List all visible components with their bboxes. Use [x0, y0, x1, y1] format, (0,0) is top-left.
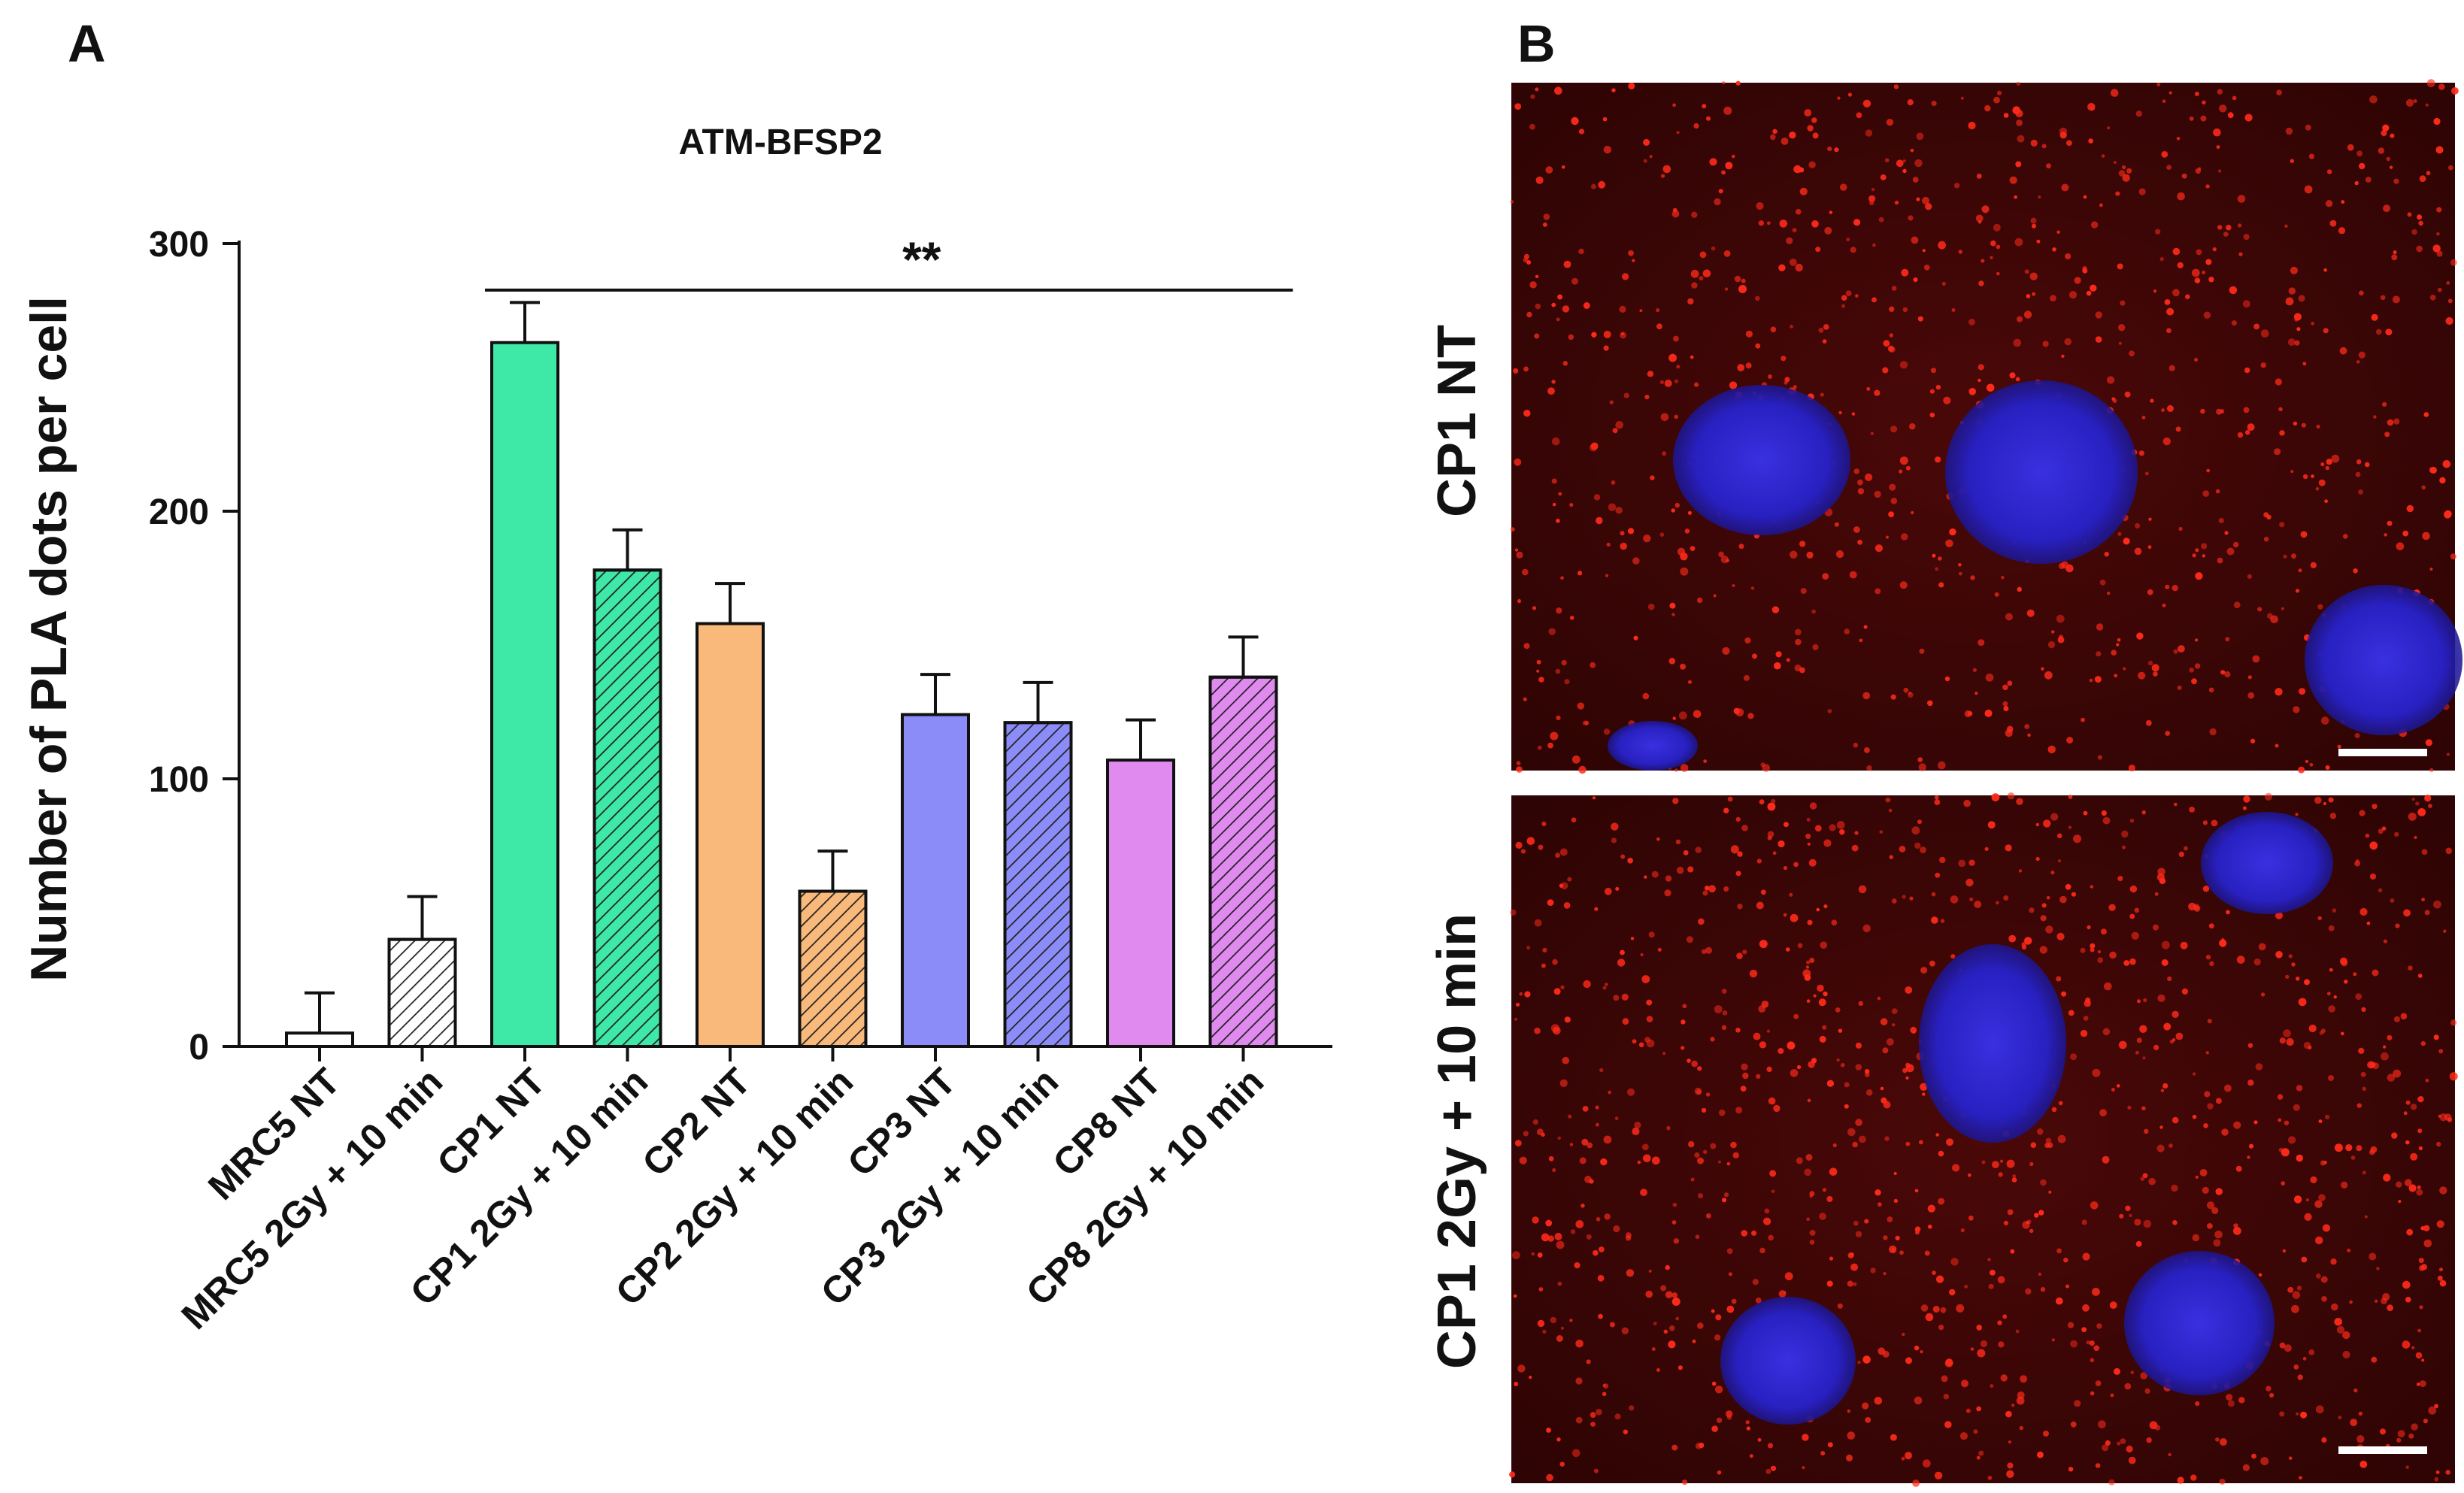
nucleus	[2305, 585, 2462, 735]
panel-a-label: A	[68, 14, 106, 73]
micrograph-panel: CP1 NT CP1 2Gy + 10 min	[1427, 79, 2462, 1487]
nuclei-bottom	[1720, 812, 2333, 1425]
nucleus	[1608, 721, 1698, 771]
y-axis-label: Number of PLA dots per cell	[20, 296, 77, 982]
bar	[901, 713, 970, 1048]
chart-title: ATM-BFSP2	[678, 123, 882, 162]
bar	[285, 1031, 354, 1048]
micrograph-top	[1510, 79, 2462, 774]
bar-chart: ATM-BFSP2 Number of PLA dots per cell 0 1…	[20, 123, 1332, 1337]
panel-b-label: B	[1517, 14, 1556, 73]
y-tick-label: 200	[149, 492, 209, 532]
scale-bar-top	[2338, 749, 2427, 756]
y-tick-label: 0	[189, 1028, 209, 1068]
nucleus	[1945, 380, 2138, 564]
bar-hatch	[798, 889, 868, 1049]
bar-hatch	[593, 568, 662, 1048]
nucleus	[2201, 812, 2333, 914]
micrograph-top-label: CP1 NT	[1427, 325, 1487, 517]
significance-annotation: **	[485, 232, 1293, 292]
bars	[285, 301, 1278, 1049]
bar	[1106, 759, 1175, 1049]
nuclei-top	[1608, 380, 2462, 771]
bar	[696, 622, 765, 1048]
y-ticks: 0 100 200 300	[149, 225, 239, 1068]
nucleus	[2124, 1251, 2275, 1395]
nucleus	[1673, 385, 1850, 535]
nucleus	[1919, 944, 2066, 1143]
y-tick-label: 100	[149, 760, 209, 800]
y-tick-label: 300	[149, 225, 209, 265]
bar	[490, 341, 559, 1049]
scale-bar-bottom	[2338, 1446, 2427, 1454]
bar-hatch	[1208, 675, 1278, 1048]
significance-marker: **	[902, 232, 941, 287]
bar-hatch	[1003, 721, 1073, 1048]
micrograph-bottom-label: CP1 2Gy + 10 min	[1427, 913, 1487, 1369]
nucleus	[1720, 1297, 1856, 1425]
micrograph-bottom	[1509, 792, 2458, 1487]
bar-hatch	[387, 937, 457, 1048]
